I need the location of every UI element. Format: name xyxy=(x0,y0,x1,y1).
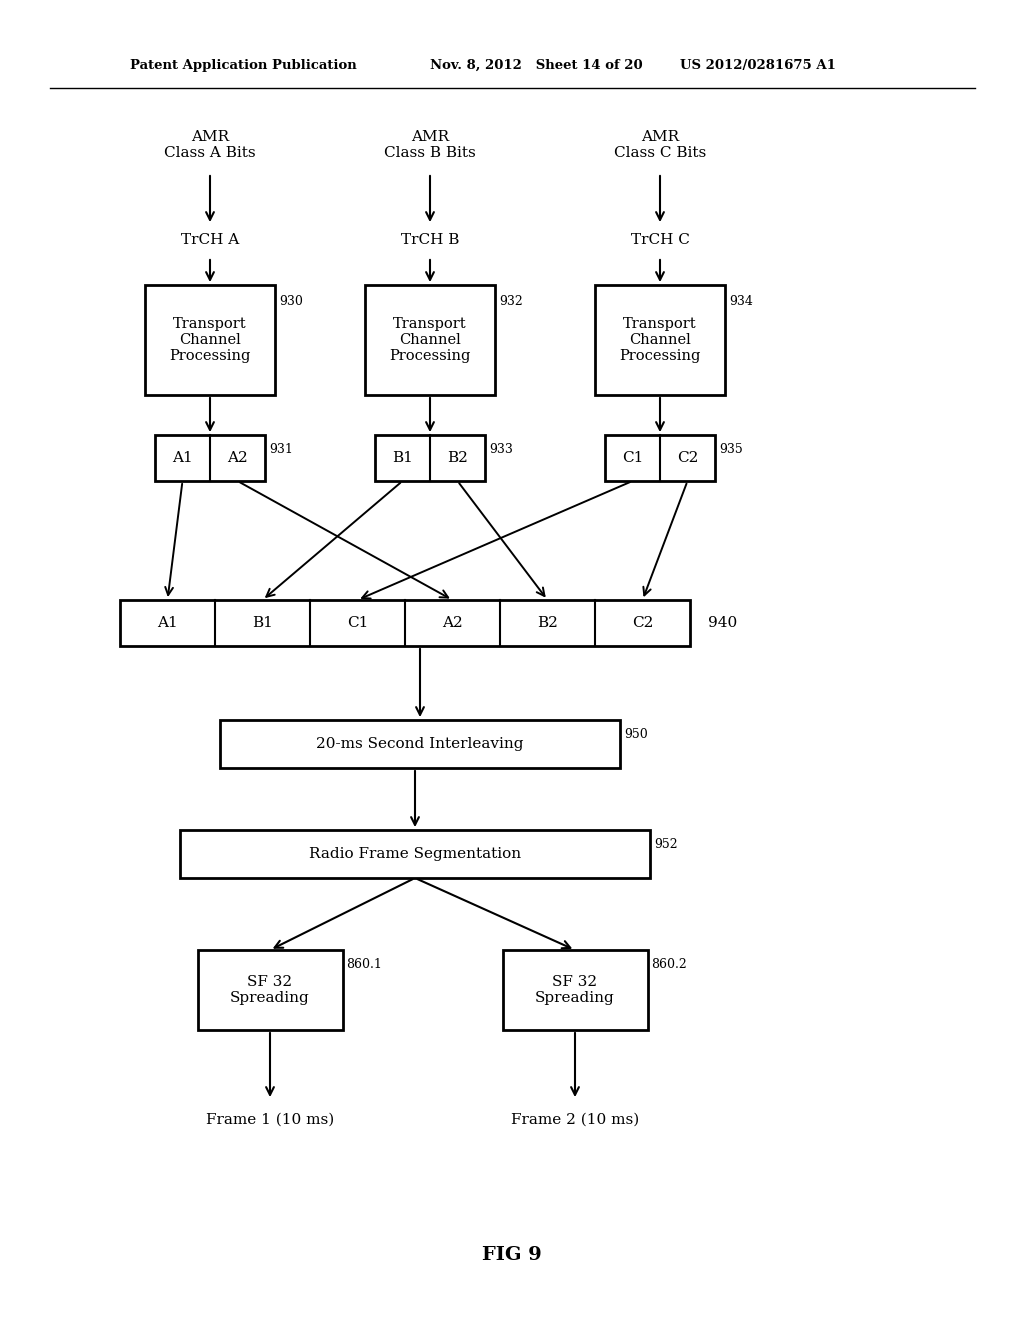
Text: SF 32
Spreading: SF 32 Spreading xyxy=(536,975,614,1005)
Text: Transport
Channel
Processing: Transport Channel Processing xyxy=(169,317,251,363)
Text: Radio Frame Segmentation: Radio Frame Segmentation xyxy=(309,847,521,861)
Text: B2: B2 xyxy=(537,616,558,630)
Text: SF 32
Spreading: SF 32 Spreading xyxy=(230,975,310,1005)
Text: FIG 9: FIG 9 xyxy=(482,1246,542,1265)
Text: TrCH A: TrCH A xyxy=(181,234,240,247)
Text: Frame 2 (10 ms): Frame 2 (10 ms) xyxy=(511,1113,639,1127)
Text: Frame 1 (10 ms): Frame 1 (10 ms) xyxy=(206,1113,334,1127)
Text: 20-ms Second Interleaving: 20-ms Second Interleaving xyxy=(316,737,523,751)
Text: C2: C2 xyxy=(632,616,653,630)
Text: Transport
Channel
Processing: Transport Channel Processing xyxy=(389,317,471,363)
Bar xyxy=(595,285,725,395)
Bar xyxy=(220,719,620,768)
Text: A1: A1 xyxy=(172,451,193,465)
Bar xyxy=(365,285,495,395)
Text: 952: 952 xyxy=(654,838,678,851)
Text: A1: A1 xyxy=(157,616,178,630)
Text: 940: 940 xyxy=(708,616,737,630)
Text: 930: 930 xyxy=(279,294,303,308)
Bar xyxy=(198,950,342,1030)
Text: C2: C2 xyxy=(677,451,698,465)
Text: AMR
Class C Bits: AMR Class C Bits xyxy=(613,129,707,160)
Text: Transport
Channel
Processing: Transport Channel Processing xyxy=(620,317,700,363)
Text: B1: B1 xyxy=(252,616,273,630)
Text: 935: 935 xyxy=(719,444,742,455)
Bar xyxy=(180,830,650,878)
Text: B2: B2 xyxy=(447,451,468,465)
Bar xyxy=(145,285,275,395)
Bar xyxy=(605,436,715,480)
Text: US 2012/0281675 A1: US 2012/0281675 A1 xyxy=(680,58,836,71)
Text: 950: 950 xyxy=(624,729,648,741)
Text: Nov. 8, 2012   Sheet 14 of 20: Nov. 8, 2012 Sheet 14 of 20 xyxy=(430,58,643,71)
Text: 934: 934 xyxy=(729,294,753,308)
Text: TrCH B: TrCH B xyxy=(400,234,459,247)
Text: 860.1: 860.1 xyxy=(346,958,382,972)
Text: 932: 932 xyxy=(499,294,522,308)
Text: AMR
Class A Bits: AMR Class A Bits xyxy=(164,129,256,160)
Text: TrCH C: TrCH C xyxy=(631,234,689,247)
Bar xyxy=(155,436,265,480)
Text: B1: B1 xyxy=(392,451,413,465)
Text: AMR
Class B Bits: AMR Class B Bits xyxy=(384,129,476,160)
Text: 860.2: 860.2 xyxy=(651,958,687,972)
Text: C1: C1 xyxy=(347,616,369,630)
Text: 931: 931 xyxy=(269,444,293,455)
Bar xyxy=(120,601,690,645)
Text: 933: 933 xyxy=(489,444,513,455)
Text: Patent Application Publication: Patent Application Publication xyxy=(130,58,356,71)
Bar xyxy=(503,950,647,1030)
Text: C1: C1 xyxy=(622,451,643,465)
Text: A2: A2 xyxy=(442,616,463,630)
Bar xyxy=(375,436,485,480)
Text: A2: A2 xyxy=(227,451,248,465)
